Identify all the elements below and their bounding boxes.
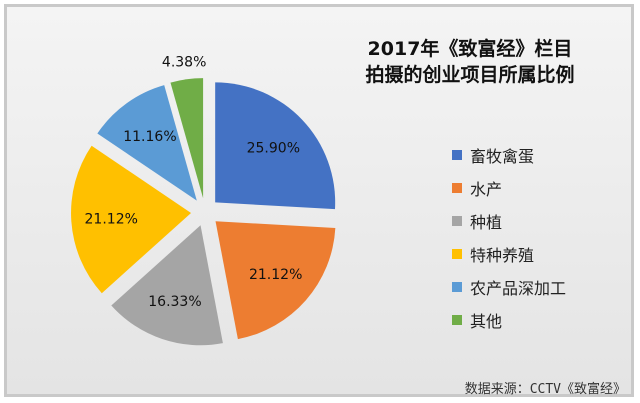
slice-label-5: 11.16%: [123, 129, 176, 145]
legend-swatch-5: [452, 281, 462, 292]
pie-slice-5: [97, 85, 197, 201]
legend-swatch-2: [452, 182, 462, 193]
source-note: 数据来源：CCTV《致富经》: [464, 382, 626, 397]
chart-title-line2: 拍摄的创业项目所属比例: [365, 64, 575, 86]
legend-item-2: 水产: [452, 171, 566, 204]
chart-title-line1: 2017年《致富经》栏目: [367, 38, 573, 60]
legend-item-4: 特种养殖: [452, 237, 566, 270]
pie-slice-3: [111, 225, 223, 346]
legend-swatch-1: [452, 149, 462, 160]
legend-item-5: 农产品深加工: [452, 270, 566, 303]
legend: 畜牧禽蛋 水产 种植 特种养殖 农产品深加工 其他: [452, 138, 566, 336]
legend-label-4: 特种养殖: [470, 245, 535, 265]
legend-swatch-4: [452, 248, 462, 259]
legend-item-6: 其他: [452, 303, 566, 336]
pie-slice-2: [215, 221, 336, 340]
legend-label-1: 畜牧禽蛋: [470, 146, 535, 166]
pie-slice-4: [71, 145, 192, 294]
legend-label-6: 其他: [470, 311, 503, 331]
slice-label-2: 21.12%: [249, 267, 302, 283]
legend-item-1: 畜牧禽蛋: [452, 138, 566, 171]
slice-label-6: 4.38%: [162, 54, 206, 70]
legend-item-3: 种植: [452, 204, 566, 237]
chart-title: 2017年《致富经》栏目 拍摄的创业项目所属比例: [360, 36, 580, 88]
legend-label-2: 水产: [470, 179, 503, 199]
pie-slice-1: [215, 82, 336, 210]
legend-label-5: 农产品深加工: [470, 278, 567, 298]
slice-label-3: 16.33%: [148, 294, 201, 310]
legend-swatch-6: [452, 314, 462, 325]
legend-label-3: 种植: [470, 212, 503, 232]
slice-label-4: 21.12%: [85, 211, 138, 227]
pie-slice-6: [170, 78, 204, 199]
slice-label-1: 25.90%: [247, 140, 300, 156]
legend-swatch-3: [452, 215, 462, 226]
